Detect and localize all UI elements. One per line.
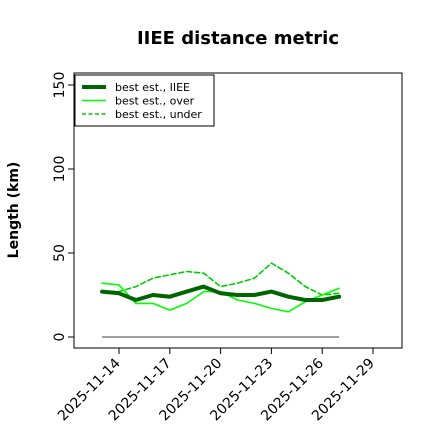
series-line-best-est-under xyxy=(101,262,340,296)
legend-label: best est., IIEE xyxy=(115,81,190,94)
series-line-best-est-iiee xyxy=(100,284,342,302)
chart-title: IIEE distance metric xyxy=(137,28,339,49)
y-tick-label: 100 xyxy=(52,156,68,183)
plot-area xyxy=(73,72,403,349)
y-tick-label: 0 xyxy=(52,333,68,342)
y-tick-label: 50 xyxy=(52,244,68,262)
legend-label: best est., over xyxy=(115,95,195,108)
legend-label: best est., under xyxy=(115,108,202,121)
y-axis-label: Length (km) xyxy=(6,162,22,259)
y-tick-label: 150 xyxy=(52,72,68,99)
